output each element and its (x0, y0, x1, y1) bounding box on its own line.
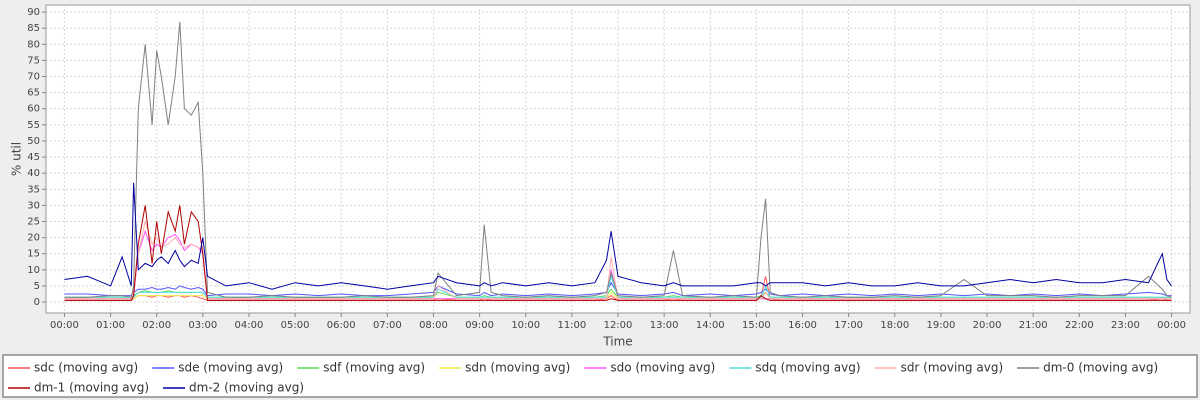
series-line (64, 182, 1172, 290)
legend-box (2, 354, 1198, 398)
legend-label: dm-1 (moving avg) (34, 381, 149, 395)
y-tick-label: 85 (27, 23, 40, 34)
y-tick-label: 60 (27, 104, 40, 115)
series-line (64, 274, 1172, 298)
x-tick-label: 21:00 (1019, 320, 1048, 331)
x-tick-label: 23:00 (1111, 320, 1140, 331)
x-tick-label: 14:00 (696, 320, 725, 331)
x-tick-label: 19:00 (926, 320, 955, 331)
x-tick-label: 05:00 (281, 320, 310, 331)
x-tick-label: 16:00 (788, 320, 817, 331)
legend-label: sdc (moving avg) (34, 361, 138, 375)
x-tick-label: 09:00 (465, 320, 494, 331)
y-axis-label: % util (10, 142, 24, 176)
legend-label: dm-2 (moving avg) (189, 381, 304, 395)
y-tick-label: 55 (27, 120, 40, 131)
series-line (64, 21, 1172, 298)
x-tick-label: 07:00 (373, 320, 402, 331)
x-tick-label: 18:00 (880, 320, 909, 331)
y-tick-label: 45 (27, 152, 40, 163)
legend-label: sdn (moving avg) (465, 361, 570, 375)
x-tick-label: 22:00 (1065, 320, 1094, 331)
x-tick-label: 06:00 (327, 320, 356, 331)
y-tick-label: 65 (27, 88, 40, 99)
y-tick-label: 40 (27, 168, 40, 179)
x-tick-label: 17:00 (834, 320, 863, 331)
x-axis-label: Time (602, 335, 632, 349)
x-tick-label: 08:00 (419, 320, 448, 331)
y-tick-label: 15 (27, 249, 40, 260)
x-tick-label: 00:00 (50, 320, 79, 331)
series-line (64, 205, 1172, 301)
x-tick-label: 13:00 (650, 320, 679, 331)
x-tick-label: 11:00 (557, 320, 586, 331)
x-tick-label: 15:00 (742, 320, 771, 331)
y-tick-label: 20 (27, 233, 40, 244)
y-tick-label: 50 (27, 136, 40, 147)
y-tick-label: 5 (34, 281, 40, 292)
series-line (64, 281, 1172, 297)
x-tick-label: 03:00 (188, 320, 217, 331)
legend-label: sdf (moving avg) (323, 361, 425, 375)
y-tick-label: 75 (27, 55, 40, 66)
y-tick-label: 30 (27, 200, 40, 211)
x-tick-label: 00:00 (1157, 320, 1186, 331)
x-tick-label: 12:00 (604, 320, 633, 331)
x-tick-label: 01:00 (96, 320, 125, 331)
y-tick-label: 80 (27, 39, 40, 50)
y-tick-label: 25 (27, 217, 40, 228)
y-tick-label: 35 (27, 184, 40, 195)
legend-label: sdo (moving avg) (610, 361, 715, 375)
x-tick-label: 02:00 (142, 320, 171, 331)
y-tick-label: 10 (27, 265, 40, 276)
x-tick-label: 20:00 (973, 320, 1002, 331)
legend-label: sde (moving avg) (178, 361, 283, 375)
x-tick-label: 04:00 (235, 320, 264, 331)
legend: sdc (moving avg) sde (moving avg) sdf (mov… (8, 361, 1158, 395)
y-tick-label: 0 (34, 297, 40, 308)
y-tick-label: 70 (27, 72, 40, 83)
y-tick-label: 90 (27, 7, 40, 18)
legend-label: sdr (moving avg) (901, 361, 1004, 375)
series-line (64, 219, 1172, 300)
x-tick-label: 10:00 (511, 320, 540, 331)
legend-label: dm-0 (moving avg) (1043, 361, 1158, 375)
legend-label: sdq (moving avg) (755, 361, 860, 375)
